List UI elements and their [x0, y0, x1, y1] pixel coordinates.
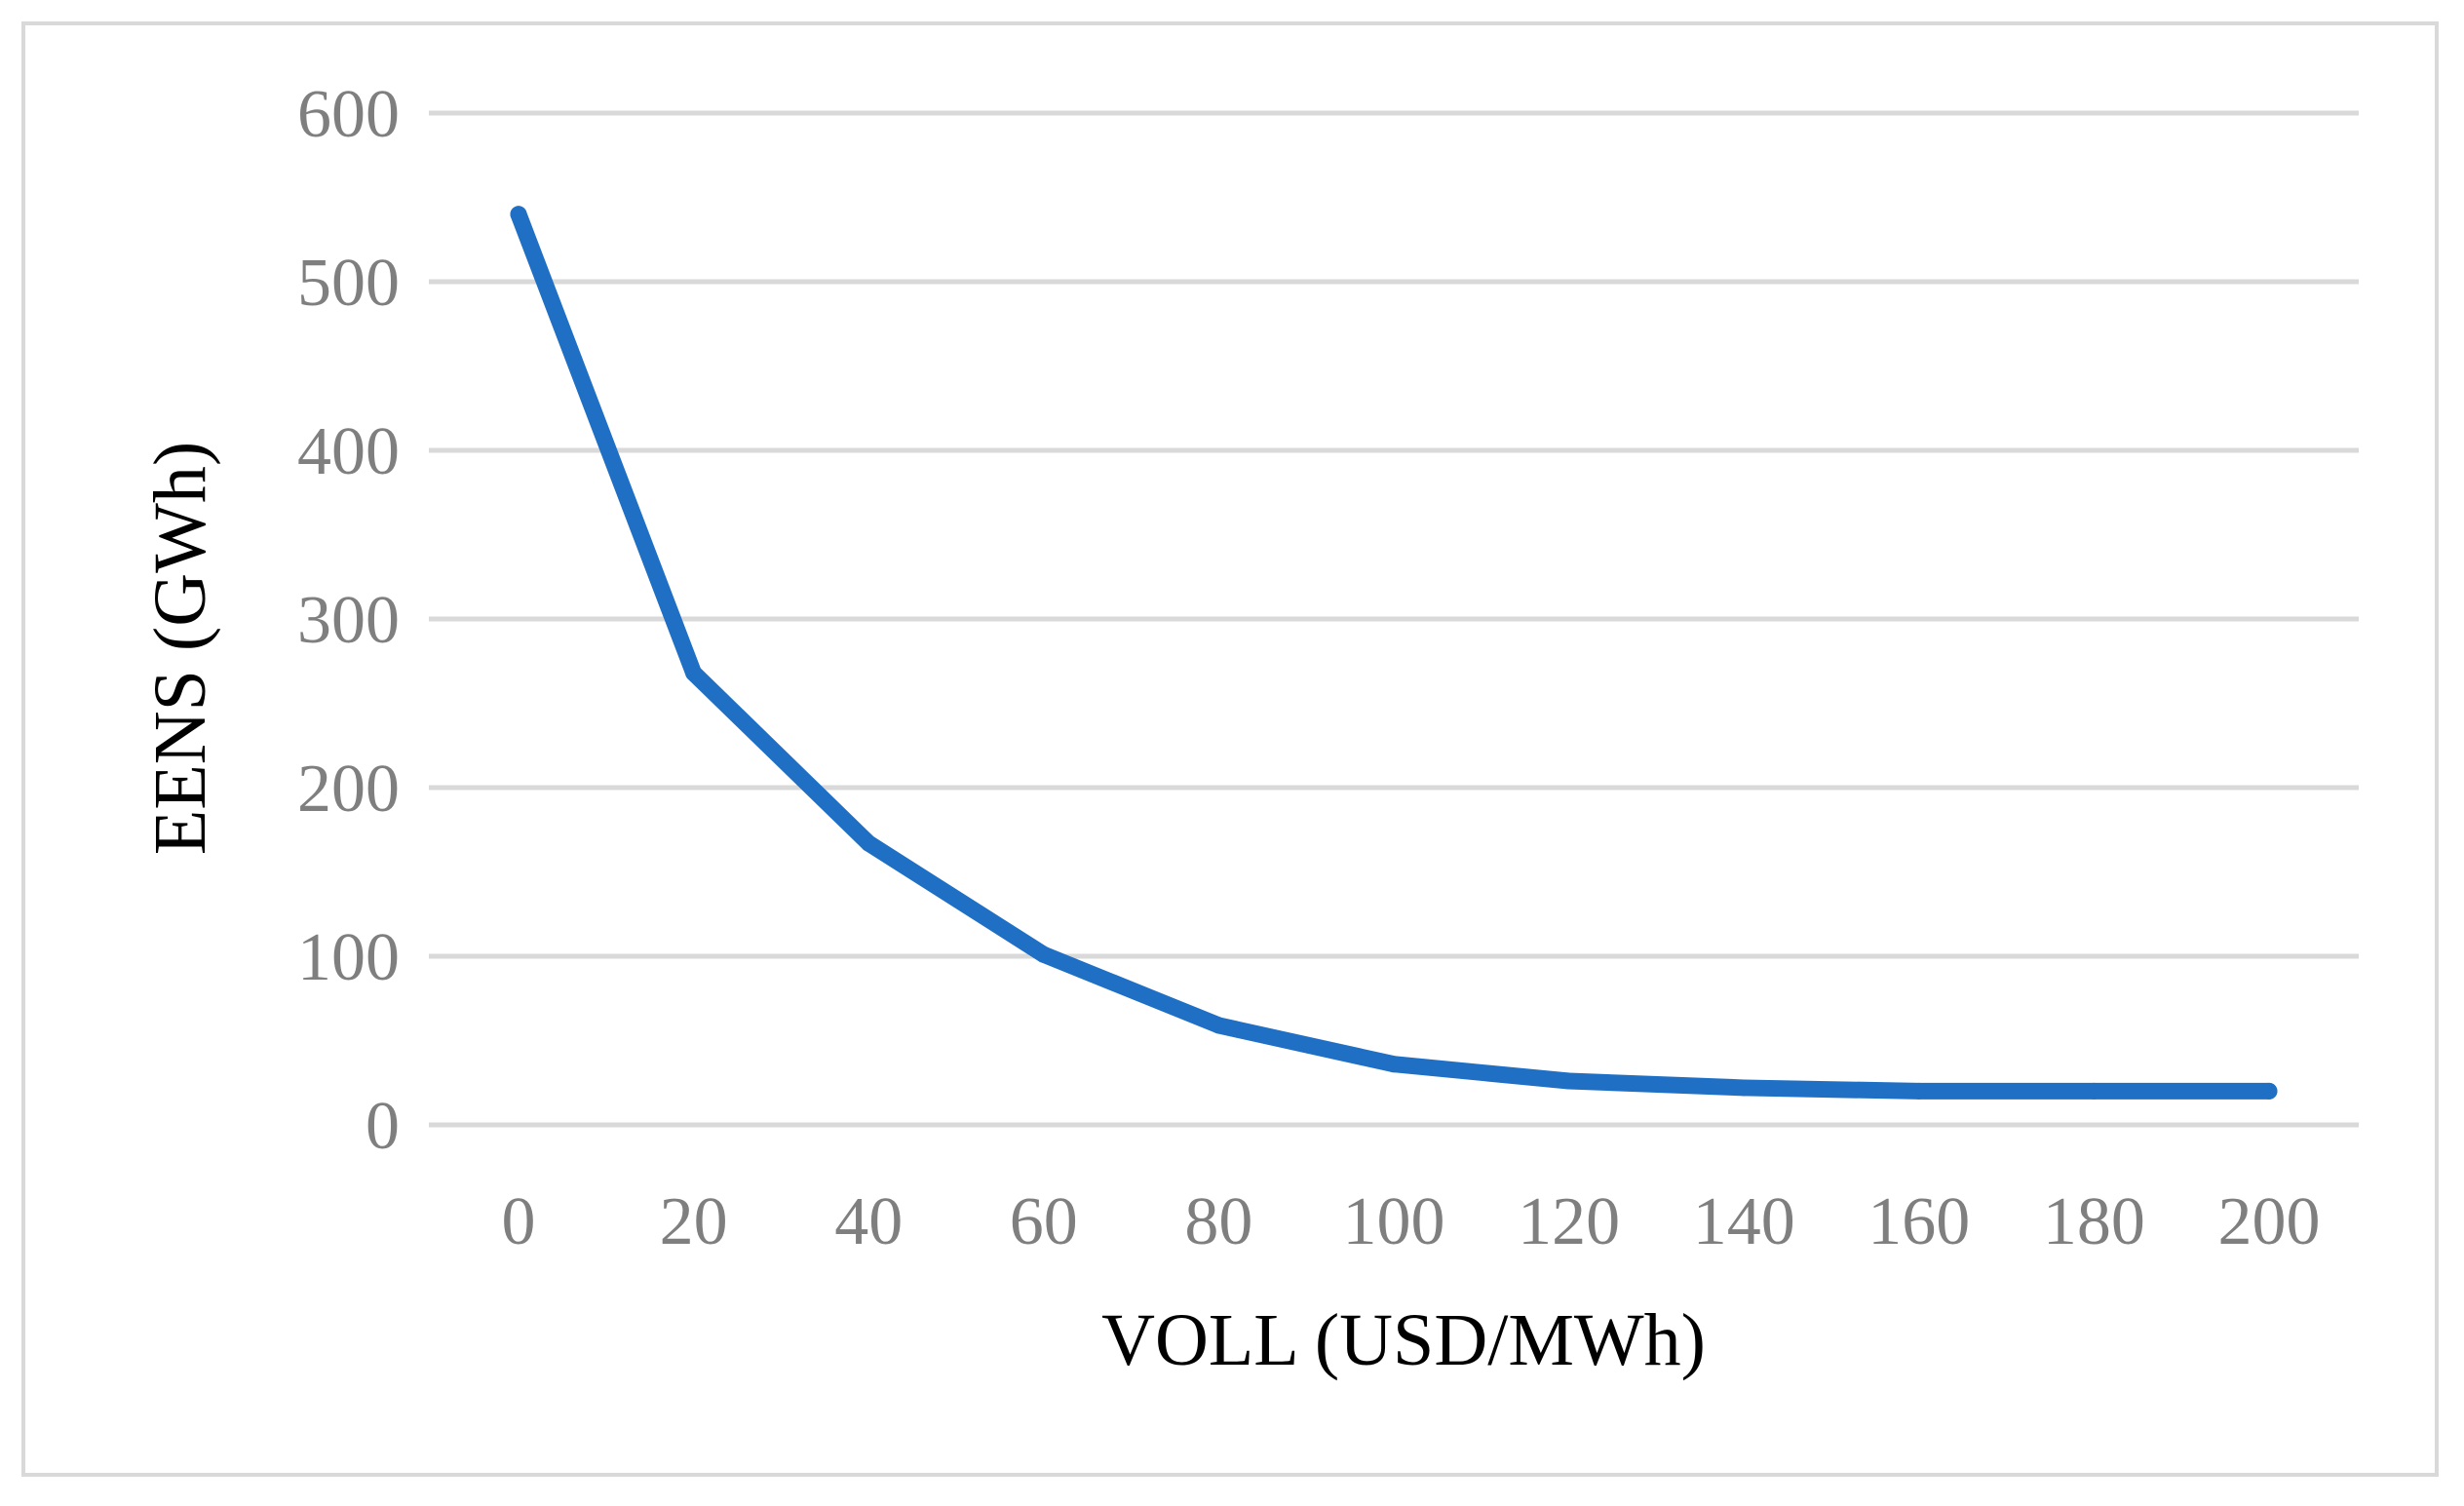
- data-point: [1210, 1017, 1227, 1034]
- y-axis-title: EENS (GWh): [139, 442, 221, 855]
- y-tick-label: 0: [366, 1089, 400, 1164]
- x-tick-label: 180: [2043, 1184, 2145, 1259]
- x-tick-label: 160: [1867, 1184, 1970, 1259]
- x-tick-label: 0: [502, 1184, 536, 1259]
- x-tick-label: 80: [1184, 1184, 1252, 1259]
- y-tick-label: 600: [297, 77, 400, 152]
- x-tick-label: 120: [1518, 1184, 1620, 1259]
- x-tick-label: 60: [1010, 1184, 1078, 1259]
- y-tick-label: 500: [297, 246, 400, 321]
- data-point: [1560, 1072, 1578, 1090]
- x-tick-label: 200: [2218, 1184, 2321, 1259]
- y-tick-label: 400: [297, 414, 400, 489]
- x-axis-ticks: 0 20 40 60 80 100 120 140 160 180 200: [502, 1184, 2321, 1259]
- data-point: [860, 834, 877, 852]
- data-point: [1385, 1056, 1403, 1073]
- data-point: [2085, 1082, 2102, 1100]
- y-axis-ticks: 0 100 200 300 400 500 600: [297, 77, 400, 1164]
- gridlines: [429, 110, 2359, 1128]
- series-lines: [510, 206, 2278, 1100]
- data-point: [2260, 1082, 2278, 1100]
- data-point: [1910, 1082, 1928, 1100]
- y-tick-label: 100: [297, 920, 400, 995]
- y-tick-label: 200: [297, 752, 400, 827]
- data-point: [685, 664, 703, 681]
- data-point: [510, 206, 527, 223]
- data-point: [1735, 1079, 1752, 1097]
- chart-frame: [21, 21, 2439, 1477]
- y-tick-label: 300: [297, 583, 400, 658]
- series-line: [510, 206, 2278, 1100]
- data-point: [1035, 946, 1053, 963]
- x-tick-label: 20: [660, 1184, 728, 1259]
- x-axis-title: VOLL (USD/MWh): [1101, 1299, 1706, 1381]
- x-tick-label: 40: [834, 1184, 903, 1259]
- x-tick-label: 100: [1343, 1184, 1445, 1259]
- x-tick-label: 140: [1693, 1184, 1795, 1259]
